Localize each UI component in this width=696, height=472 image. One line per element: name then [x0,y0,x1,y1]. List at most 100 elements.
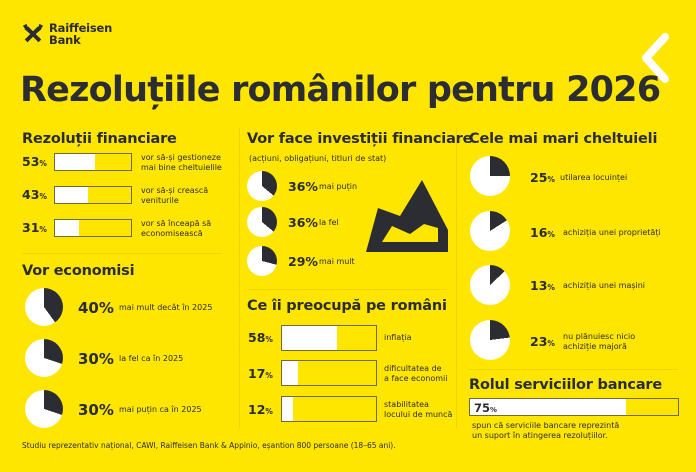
percent-value: 31% [22,220,47,235]
section-title-preocupari: Ce îi preocupă pe români [247,298,447,314]
percent-value: 29% [288,254,318,269]
row-label: la fel ca în 2025 [119,354,184,363]
percent-number: 53 [22,154,40,169]
row-label: vor să-și crească veniturile [141,186,209,205]
row-label: utilarea locuinței [560,173,628,182]
progress-bar [281,396,377,422]
crossed-horse-heads-icon [22,23,44,43]
pie-chart [25,390,63,428]
progress-fill [55,187,88,203]
percent-number: 58 [248,330,266,345]
progress-fill [282,397,294,421]
percent-unit: % [265,407,273,416]
pie-chart [247,207,277,237]
percent-value: 23% [530,334,555,349]
row-label: dificultatea de a face economii [384,364,448,383]
percent-value: 36% [288,179,318,194]
row-label: spun că serviciile bancare reprezintă un … [472,421,620,440]
row-label: mai puțin ca în 2025 [119,405,202,414]
row-label: mai mult [319,257,355,266]
percent-value: 30% [78,350,114,368]
pie-chart [247,171,277,201]
percent-value: 30% [78,401,114,419]
percent-unit: % [265,371,273,380]
page-title: Rezoluțiile românilor pentru 2026 [20,70,661,110]
percent-unit: % [547,175,555,184]
percent-value: 58% [248,330,273,345]
progress-fill [282,361,298,385]
logo-text-line1: Raiffeisen [49,21,113,35]
pie-chart [25,339,63,377]
section-divider [247,289,447,290]
percent-unit: % [39,225,47,234]
row-label: inflația [384,333,412,342]
pie-chart [470,320,510,360]
percent-unit: % [39,159,47,168]
percent-value: 13% [530,278,555,293]
row-label: la fel [319,218,339,227]
percent-value: 16% [530,225,555,240]
progress-fill [55,220,79,236]
percent-value: 40% [78,299,114,317]
percent-value: 36% [288,215,318,230]
mountain-chart-icon [366,180,448,252]
percent-unit: % [265,335,273,344]
progress-bar [54,219,132,237]
percent-value: 25% [530,170,555,185]
percent-value: 75% [474,401,497,415]
progress-fill [282,326,337,350]
section-divider [22,253,222,254]
progress-bar [54,153,132,171]
percent-number: 12 [248,402,266,417]
pie-chart [470,156,510,196]
pie-chart [25,288,63,326]
percent-number: 16 [530,225,548,240]
chevron-left-icon[interactable] [640,32,670,84]
row-label: vor să-și gestioneze mai bine cheltuielil… [141,153,222,172]
column-divider [456,128,457,428]
section-title-investitii: Vor face investiții financiare [247,131,473,147]
percent-unit: % [39,192,47,201]
percent-number: 25 [530,170,548,185]
row-label: vor să înceapă să economisească [141,219,212,238]
row-label: achiziția unei mașini [563,281,646,290]
pie-chart [247,246,277,276]
percent-value: 12% [248,402,273,417]
progress-fill [470,399,626,415]
percent-unit: % [547,283,555,292]
column-divider [239,128,240,428]
pie-chart [470,265,510,305]
section-subtitle: (acțiuni, obligațiuni, titluri de stat) [249,154,387,163]
raiffeisen-logo: Raiffeisen Bank [22,22,112,46]
percent-unit: % [490,406,497,414]
percent-number: 75 [474,401,491,415]
percent-value: 17% [248,366,273,381]
row-label: achiziția unei proprietăți [563,228,661,237]
percent-unit: % [547,230,555,239]
progress-fill [55,154,96,170]
section-title-cheltuieli: Cele mai mari cheltuieli [469,131,658,147]
percent-value: 43% [22,187,47,202]
section-title-rezolutii: Rezoluții financiare [22,131,177,147]
row-label: mai mult decât în 2025 [119,303,213,312]
percent-number: 23 [530,334,548,349]
progress-bar [54,186,132,204]
footer-note: Studiu reprezentativ național, CAWI, Rai… [22,441,396,450]
section-title-vor-economisi: Vor economisi [22,263,135,279]
progress-bar [469,398,679,416]
percent-number: 13 [530,278,548,293]
percent-value: 53% [22,154,47,169]
pie-chart [470,211,510,251]
section-divider [468,369,678,370]
percent-number: 17 [248,366,266,381]
percent-unit: % [547,339,555,348]
row-label: stabilitatea locului de muncă [384,400,453,419]
logo-text-line2: Bank [49,33,81,47]
percent-number: 43 [22,187,40,202]
row-label: nu plănuiesc nicio achiziție majoră [563,332,636,351]
progress-bar [281,325,377,351]
progress-bar [281,360,377,386]
percent-number: 31 [22,220,40,235]
row-label: mai puțin [319,182,358,191]
section-title-servicii-bancare: Rolul serviciilor bancare [469,377,662,393]
